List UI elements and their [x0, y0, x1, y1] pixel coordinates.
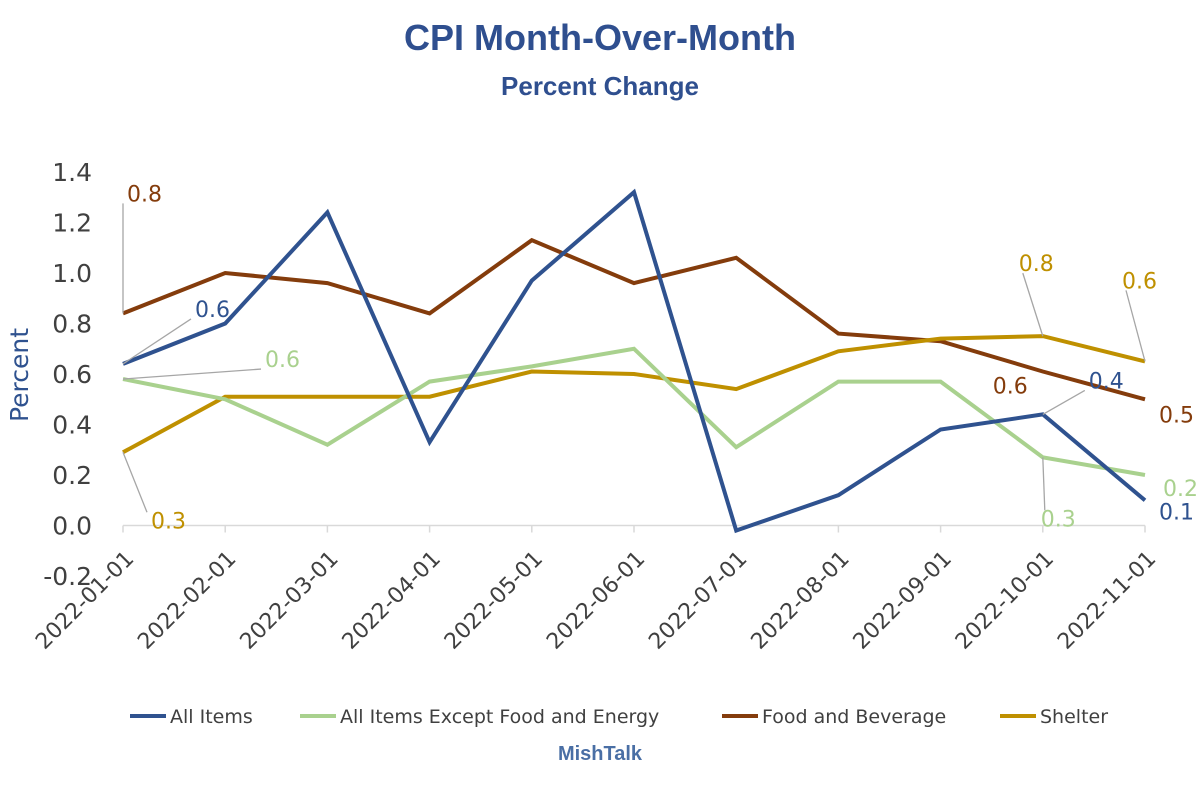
y-tick-label: 0.0	[52, 512, 92, 541]
chart-title: CPI Month-Over-Month	[404, 17, 796, 58]
y-tick-label: 0.2	[52, 461, 92, 490]
y-tick-label: 0.8	[52, 310, 92, 339]
data-labels: 0.8 0.6 0.6 0.3 0.8 0.6 0.6 0.5 0.4 0.2 0.3 0.1	[122, 182, 1198, 534]
x-tick-label: 2022-09-01	[849, 547, 957, 655]
data-label-leader	[1125, 290, 1146, 362]
data-label: 0.6	[993, 374, 1028, 399]
x-tick-label: 2022-10-01	[951, 547, 1059, 655]
series-line-all-items	[122, 188, 1147, 534]
data-label: 0.8	[1019, 252, 1054, 277]
data-label: 0.5	[1159, 403, 1194, 428]
x-axis: 2022-01-012022-02-012022-03-012022-04-01…	[31, 524, 1161, 655]
x-tick-label: 2022-03-01	[236, 547, 344, 655]
series-line-shelter	[122, 334, 1146, 455]
y-tick-label: 1.0	[52, 259, 92, 288]
data-label: 0.6	[195, 298, 230, 323]
series-line-all-items-except-food-and-energy	[122, 346, 1146, 477]
y-axis-ticks: -0.2 0.0 0.2 0.4 0.6 0.8 1.0 1.2 1.4	[43, 158, 92, 591]
data-label-leader	[1042, 457, 1046, 511]
x-tick-label: 2022-04-01	[338, 547, 446, 655]
data-label-leader	[122, 318, 192, 365]
data-label: 0.6	[265, 348, 300, 373]
x-tick-label: 2022-07-01	[644, 547, 752, 655]
data-label-leader	[1022, 272, 1044, 337]
legend: All Items All Items Except Food and Energ…	[130, 706, 1108, 728]
y-tick-label: 0.6	[52, 360, 92, 389]
chart-subtitle: Percent Change	[501, 71, 699, 101]
data-label: 0.3	[151, 509, 186, 534]
data-label: 0.2	[1163, 477, 1198, 502]
x-tick-label: 2022-02-01	[133, 547, 241, 655]
legend-entry-label: Food and Beverage	[762, 706, 946, 728]
data-label-leader	[1042, 389, 1086, 415]
data-label: 0.8	[127, 182, 162, 207]
legend-entry-label: All Items	[170, 706, 253, 728]
series-line-food-and-beverage	[122, 237, 1146, 402]
x-tick-label: 2022-05-01	[440, 547, 548, 655]
x-tick-label: 2022-06-01	[542, 547, 650, 655]
y-tick-label: -0.2	[43, 562, 92, 591]
x-tick-label: 2022-11-01	[1053, 547, 1161, 655]
y-tick-label: 1.4	[52, 158, 92, 187]
x-tick-label: 2022-08-01	[747, 547, 855, 655]
series-lines	[122, 188, 1147, 534]
data-label: 0.4	[1089, 369, 1124, 394]
data-label: 0.1	[1159, 500, 1194, 525]
data-label: 0.3	[1041, 507, 1076, 532]
y-tick-label: 1.2	[52, 209, 92, 238]
legend-entry-label: Shelter	[1040, 706, 1108, 728]
data-label: 0.6	[1122, 269, 1157, 294]
data-label-leader	[122, 368, 262, 380]
legend-entry-label: All Items Except Food and Energy	[340, 706, 659, 728]
y-tick-label: 0.4	[52, 411, 92, 440]
data-label-leader	[122, 452, 148, 513]
footer-brand: MishTalk	[558, 743, 643, 765]
y-axis-label: Percent	[5, 328, 34, 422]
